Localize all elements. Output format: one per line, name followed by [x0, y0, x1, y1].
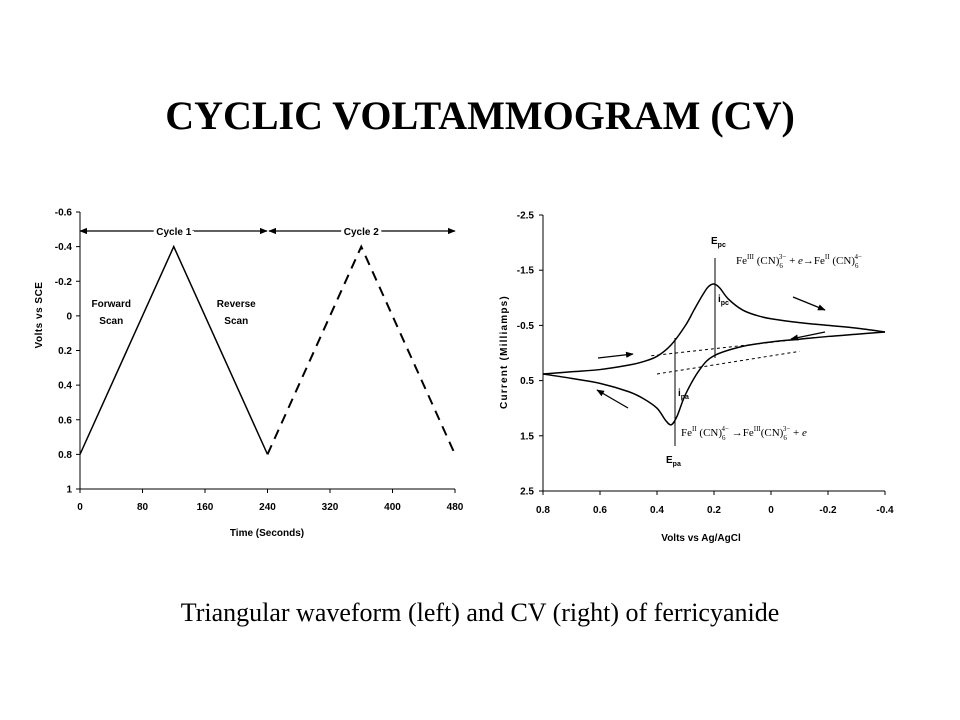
- waveform-line-2: [266, 244, 456, 455]
- x-axis-title: Volts vs Ag/AgCl: [661, 533, 741, 544]
- reverse-scan-label: Reverse Scan: [217, 299, 256, 327]
- x-tick-label: 0: [77, 502, 83, 513]
- y-tick-label: -0.4: [55, 242, 73, 253]
- y-tick-label: -2.5: [517, 211, 535, 222]
- forward-scan-label: Forward Scan: [92, 299, 131, 327]
- x-tick-label: 0.2: [707, 505, 721, 516]
- y-tick-label: 1: [66, 485, 72, 496]
- cv-chart: -2.5 -1.5 -0.5 0.5 1.5 2.5 0.8 0.6 0.4 0.2 0 -0.2 -…: [499, 211, 894, 545]
- scan-arrow-forward-right: [792, 296, 826, 311]
- y-ticks: -2.5 -1.5 -0.5 0.5 1.5 2.5: [517, 211, 543, 498]
- x-tick-label: 0.6: [593, 505, 607, 516]
- reduction-equation: FeIII (CN)63− + e→FeII (CN)64−: [736, 253, 862, 270]
- cv-series: [542, 283, 886, 426]
- y-tick-label: 0.4: [58, 381, 72, 392]
- plot-frame: [79, 212, 455, 490]
- x-tick-label: 480: [447, 502, 464, 513]
- x-tick-label: 320: [322, 502, 339, 513]
- waveform-chart: -0.6 -0.4 -0.2 0 0.2 0.4 0.6 0.8 1 0 80 160 240 320 4…: [34, 208, 464, 540]
- y-ticks: -0.6 -0.4 -0.2 0 0.2 0.4 0.6 0.8 1: [55, 208, 80, 496]
- i-pa-label: ipa: [678, 388, 689, 401]
- x-tick-label: 400: [384, 502, 401, 513]
- oxidation-equation: FeII (CN)64− →FeIII(CN)63− + e: [681, 425, 807, 442]
- x-ticks: 0.8 0.6 0.4 0.2 0 -0.2 -0.4: [536, 491, 894, 516]
- cycle-1-label: Cycle 1: [156, 227, 191, 238]
- y-tick-label: 0.5: [520, 376, 534, 387]
- waveform-series: [79, 244, 456, 455]
- cv-curve-cathodic: [542, 283, 886, 375]
- y-tick-label: 1.5: [520, 431, 534, 442]
- y-tick-label: 0.8: [58, 450, 72, 461]
- y-tick-label: 0.2: [58, 346, 72, 357]
- annotation-line: Scan: [224, 316, 248, 327]
- x-tick-label: 240: [259, 502, 276, 513]
- x-axis-title: Time (Seconds): [230, 528, 304, 539]
- x-tick-label: 80: [137, 502, 149, 513]
- x-ticks: 0 80 160 240 320 400 480: [77, 489, 464, 513]
- cv-curve-anodic: [542, 331, 886, 426]
- x-tick-label: -0.4: [876, 505, 894, 516]
- x-tick-label: 0: [768, 505, 774, 516]
- annotations: Epc ipc Epa ipa FeIII (CN)63− + e→FeII (…: [596, 236, 862, 468]
- scan-arrow-forward: [597, 351, 634, 359]
- annotation-line: Scan: [99, 316, 123, 327]
- annotation-line: Reverse: [217, 299, 256, 310]
- baselines: [651, 337, 814, 375]
- slide-caption: Triangular waveform (left) and CV (right…: [180, 598, 780, 627]
- y-tick-label: -1.5: [517, 266, 535, 277]
- y-tick-label: 0: [66, 311, 72, 322]
- x-tick-label: -0.2: [819, 505, 837, 516]
- i-pc-label: ipc: [718, 294, 729, 307]
- y-tick-label: -0.5: [517, 321, 535, 332]
- y-tick-label: 2.5: [520, 487, 534, 498]
- waveform-line-1: [79, 244, 269, 455]
- y-axis-title: Current (Milliamps): [499, 295, 510, 409]
- annotation-line: Forward: [92, 299, 131, 310]
- annotations: Cycle 1 Cycle 2 Forward Scan Reverse Scan: [79, 224, 456, 327]
- x-tick-label: 0.8: [536, 505, 550, 516]
- scan-arrow-reverse: [596, 389, 629, 409]
- e-pa-label: Epa: [666, 455, 681, 468]
- baseline: [656, 350, 800, 375]
- cycle-2-label: Cycle 2: [344, 227, 379, 238]
- y-tick-label: -0.2: [55, 277, 73, 288]
- y-tick-label: -0.6: [55, 208, 73, 219]
- x-tick-label: 160: [197, 502, 214, 513]
- slide-title: CYCLIC VOLTAMMOGRAM (CV): [165, 93, 795, 138]
- x-tick-label: 0.4: [650, 505, 664, 516]
- e-pc-label: Epc: [711, 236, 726, 249]
- scan-arrow-reverse-right: [790, 331, 826, 341]
- y-axis-title: Volts vs SCE: [34, 282, 45, 349]
- y-tick-label: 0.6: [58, 415, 72, 426]
